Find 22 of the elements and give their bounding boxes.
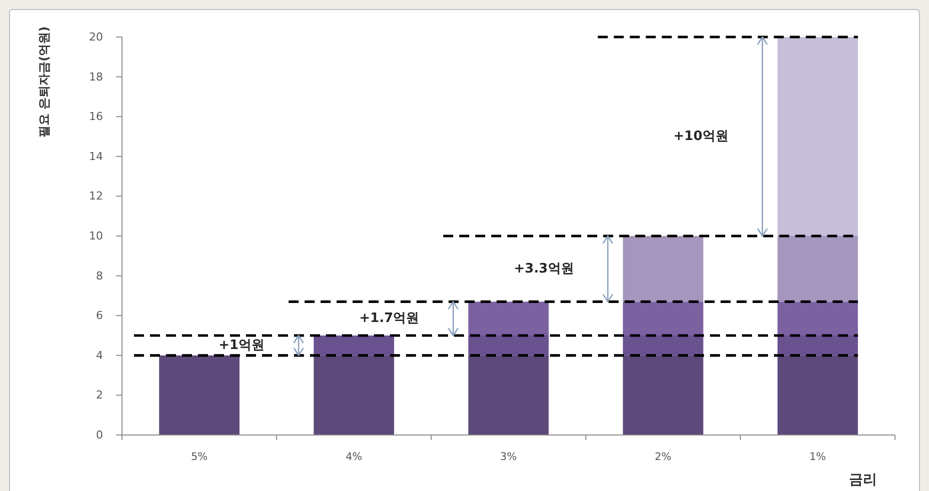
y-tick-label: 14 xyxy=(89,150,103,163)
y-tick-label: 10 xyxy=(89,230,103,242)
y-tick-label: 4 xyxy=(96,348,103,362)
y-tick-label: 0 xyxy=(96,428,103,442)
y-tick-label: 8 xyxy=(96,269,103,282)
x-tick-label: 2% xyxy=(654,451,672,463)
x-tick-label: 1% xyxy=(809,451,826,463)
y-tick-label: 18 xyxy=(89,70,103,84)
y-tick-label: 16 xyxy=(89,110,103,124)
y-tick-label: 20 xyxy=(89,30,103,44)
annotation: +3.3억원 xyxy=(514,261,574,276)
y-tick-label: 12 xyxy=(89,190,103,203)
annotation: +10억원 xyxy=(673,129,728,144)
x-tick-label: 4% xyxy=(346,451,362,463)
x-tick-label: 3% xyxy=(500,451,517,463)
annotation: +1.7억원 xyxy=(359,311,420,326)
y-tick-label: 2 xyxy=(96,388,103,402)
y-tick-label: 6 xyxy=(96,309,103,322)
y-axis-title: 필요 은퇴자금(억원) xyxy=(37,26,51,138)
x-tick-label: 5% xyxy=(190,451,208,463)
annotation: +1억원 xyxy=(218,338,265,353)
x-axis-title: 금리 xyxy=(849,472,877,488)
